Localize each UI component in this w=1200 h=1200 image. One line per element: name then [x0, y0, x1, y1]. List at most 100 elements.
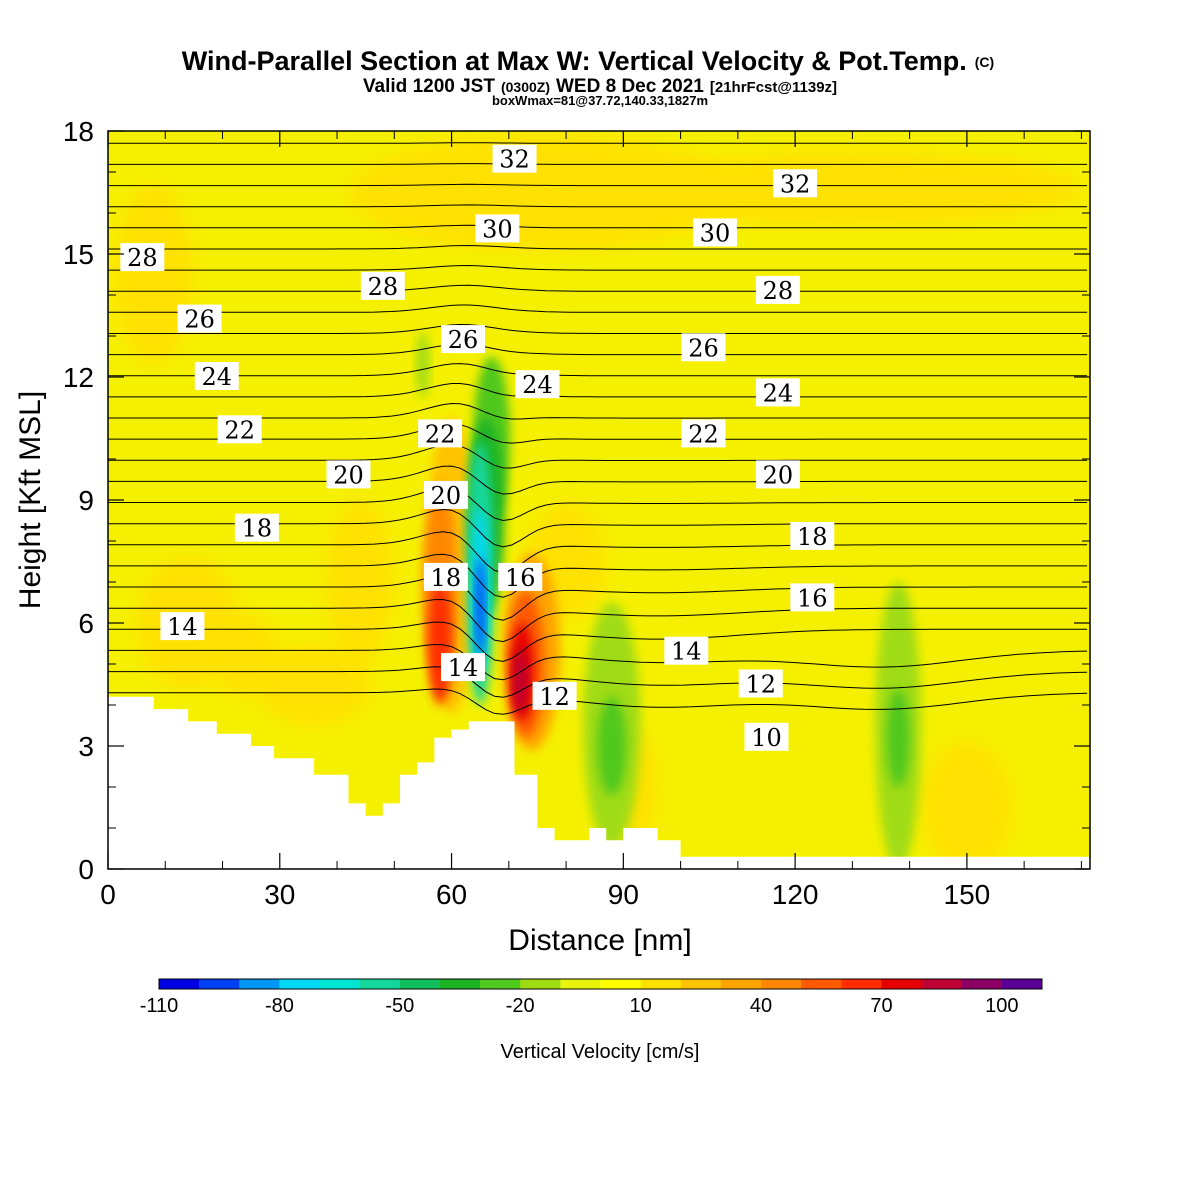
contour-label-box: [790, 583, 835, 612]
theta-contour: [108, 183, 1088, 187]
theta-contour: [108, 264, 1088, 271]
subtitle-fcst: [21hrFcst@1139z]: [710, 79, 837, 96]
theta-contour: [108, 142, 1088, 144]
colorbar-swatch: [680, 979, 722, 989]
colorbar-swatch: [961, 979, 1003, 989]
theta-contour: [108, 383, 1088, 398]
colorbar-swatch: [841, 979, 882, 989]
velocity-cell: [921, 741, 1013, 869]
colorbar-tick-label: 10: [630, 995, 652, 1017]
theta-contour: [108, 465, 1088, 495]
contour-label: 12: [532, 681, 577, 711]
velocity-cell: [886, 688, 910, 787]
theta-contour: [108, 621, 1088, 662]
colorbar-tick-label: -110: [140, 995, 179, 1017]
x-tick-label: 0: [100, 879, 116, 910]
velocity-cell: [623, 151, 1082, 226]
contour-label-text: 18: [242, 515, 273, 543]
x-tick-label: 120: [772, 879, 819, 910]
contour-label-box: [692, 218, 737, 247]
title-mark: (C): [975, 54, 994, 70]
x-tick-label: 30: [264, 879, 295, 910]
contour-label: 24: [515, 370, 560, 399]
contour-label: 28: [360, 271, 405, 301]
y-tick-label: 3: [78, 731, 94, 762]
colorbar-swatch: [159, 979, 200, 989]
contour-label-box: [418, 419, 463, 448]
contour-label-text: 30: [700, 220, 731, 248]
colorbar-label: Vertical Velocity [cm/s]: [501, 1041, 700, 1063]
contour-label-box: [755, 378, 800, 407]
contour-label-box: [441, 653, 486, 682]
contour-label: 22: [418, 419, 463, 448]
colorbar-swatch: [921, 979, 963, 989]
colorbar-swatch: [439, 979, 481, 989]
contour-label-text: 16: [505, 564, 536, 592]
chart-subtitle: Valid 1200 JST (0300Z) WED 8 Dec 2021 [21hr…: [363, 76, 837, 97]
contour-label-box: [120, 243, 165, 272]
colorbar-swatch: [1001, 979, 1043, 989]
y-tick-label: 9: [78, 485, 94, 516]
contour-label-text: 12: [745, 671, 776, 699]
contour-label: 20: [423, 480, 468, 510]
contour-label-box: [177, 304, 222, 333]
contour-label-text: 14: [448, 654, 479, 682]
x-tick-label: 150: [944, 879, 991, 910]
velocity-shading: [113, 135, 1082, 869]
colorbar-swatch: [640, 979, 682, 989]
contour-label: 30: [692, 218, 737, 248]
contour-label-text: 32: [780, 170, 811, 198]
contour-label: 30: [475, 214, 520, 243]
theta-contour: [108, 598, 1088, 643]
contour-label-text: 32: [499, 146, 530, 174]
velocity-cell: [325, 500, 395, 664]
colorbar-tick-label: 100: [985, 995, 1018, 1017]
title-main: Wind-Parallel Section at Max W: Vertical…: [182, 46, 967, 76]
contour-label: 32: [773, 169, 818, 198]
contour-label: 26: [441, 325, 486, 354]
theta-contour: [108, 553, 1088, 598]
velocity-cell: [597, 696, 627, 796]
contour-label: 26: [681, 333, 726, 362]
contour-label-box: [738, 669, 783, 698]
subtitle-utc: (0300Z): [501, 79, 550, 95]
colorbar-swatch: [600, 979, 642, 989]
colorbar-swatch: [359, 979, 401, 989]
colorbar-swatch: [239, 979, 280, 989]
theta-contour: [108, 487, 1088, 522]
x-tick-label: 60: [436, 879, 467, 910]
contour-label-text: 26: [448, 326, 479, 354]
contour-label-box: [790, 521, 835, 550]
velocity-cell: [256, 643, 372, 726]
y-tick-label: 18: [63, 116, 94, 147]
contour-label-text: 24: [202, 363, 233, 391]
contour-label-text: 26: [688, 334, 719, 362]
theta-contour: [108, 163, 1088, 165]
terrain-profile: [108, 696, 1090, 869]
contour-label: 20: [755, 460, 800, 489]
contour-label: 22: [681, 419, 726, 448]
theta-contour: [108, 284, 1088, 292]
contour-label-text: 20: [333, 461, 364, 489]
contour-label-box: [423, 480, 468, 509]
colorbar-swatch: [761, 979, 802, 989]
contour-label-text: 26: [184, 306, 215, 334]
theta-contour: [108, 531, 1088, 574]
velocity-cell: [113, 184, 194, 365]
colorbar-swatch: [480, 979, 521, 989]
contour-label: 18: [234, 513, 279, 543]
colorbar-swatch: [520, 979, 561, 989]
contour-label-box: [681, 333, 726, 362]
theta-contour: [108, 688, 1088, 715]
contour-label-text: 28: [127, 244, 158, 272]
theta-contour: [108, 666, 1088, 698]
contour-label-box: [755, 275, 800, 304]
contour-label: 18: [423, 562, 468, 592]
colorbar-frame: [158, 978, 1043, 990]
velocity-cell: [428, 573, 452, 706]
contour-label-text: 18: [431, 564, 462, 592]
contour-label-box: [515, 370, 560, 399]
subtitle-valid: Valid 1200 JST: [363, 76, 495, 97]
